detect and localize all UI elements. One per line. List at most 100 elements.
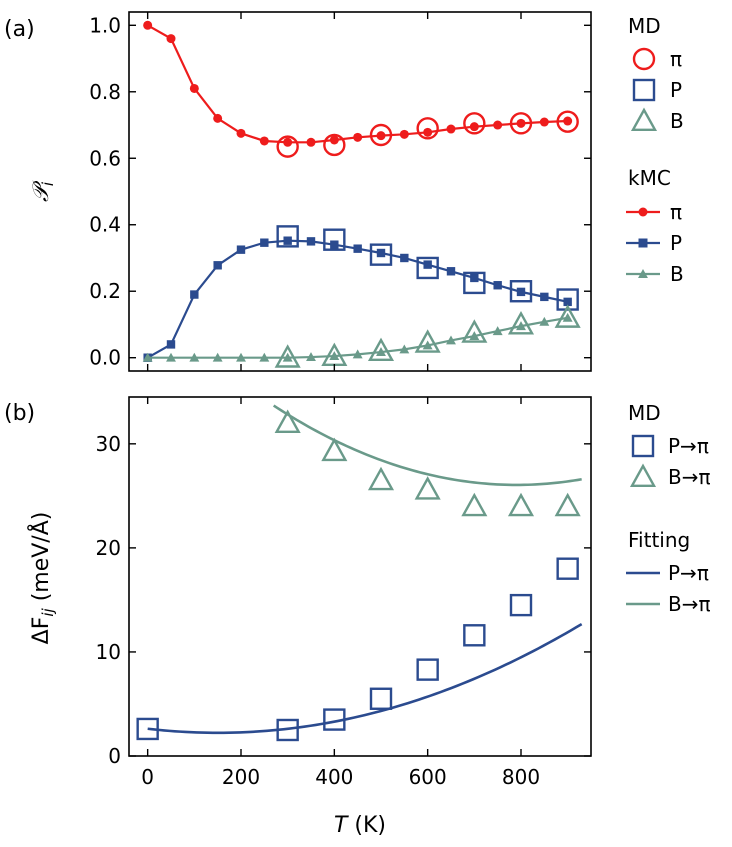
panel-a-y-label-sub: i [39, 181, 57, 186]
panel-b-legend-md-label: B→π [668, 465, 711, 489]
panel-a-kmc-point-π [493, 120, 503, 130]
panel-a-kmc-point-π [166, 34, 176, 44]
panel-a-kmc-point-π [213, 113, 223, 123]
panel-a-legend-md-marker [632, 78, 656, 102]
panel-b-md-point-B→π [321, 437, 348, 462]
panel-a-kmc-point-π [376, 131, 386, 141]
panel-b-xtick-label: 200 [222, 765, 260, 789]
panel-a-kmc-point-B [469, 331, 480, 341]
panel-a-legend-title-md: MD [628, 14, 661, 38]
panel-b-md-point-B→π [461, 492, 488, 517]
panel-a-kmc-point-P [376, 248, 386, 258]
panel-a-legend-md-label: P [670, 78, 682, 102]
x-label-unit: (K) [347, 813, 386, 838]
panel-a-kmc-point-P [330, 240, 339, 249]
panel-a-kmc-point-B [212, 352, 223, 362]
panel-a-md-point-π [276, 135, 299, 158]
panel-b-md-point-B→π [274, 409, 301, 434]
panel-a-ytick-label: 1.0 [89, 13, 121, 37]
panel-a-axes-frame [128, 11, 592, 372]
panel-a-md-point-B [274, 344, 301, 368]
panel-a-kmc-point-π [399, 129, 409, 139]
panel-a-kmc-line-π [147, 24, 568, 144]
panel-a-kmc-point-B [422, 340, 433, 350]
panel-a-kmc-point-P [493, 281, 502, 290]
panel-a-kmc-point-P [236, 245, 246, 254]
panel-a-y-axis-label: 𝒫i [29, 180, 57, 202]
panel-a-md-point-π [509, 112, 533, 135]
panel-b-legend: MD P→π B→π Fitting P→π B→π [626, 401, 711, 616]
panel-b-label: (b) [4, 401, 35, 426]
x-axis-label: T (K) [334, 813, 386, 838]
panel-a-kmc-point-π [539, 117, 549, 127]
panel-b-md-point-B→π [554, 492, 581, 517]
panel-b-md-point-P→π [509, 593, 533, 617]
panel-a-kmc-point-P [516, 287, 526, 297]
panel-b-xtick-label: 600 [409, 765, 447, 789]
panel-a-kmc-point-P [353, 244, 362, 253]
panel-a-md-point-π [556, 110, 579, 133]
panel-a-md-point-B [507, 310, 535, 335]
panel-a-kmc-point-P [190, 290, 199, 299]
panel-a-kmc-point-P [283, 236, 292, 245]
panel-a-kmc-point-P [260, 238, 269, 247]
panel-a-kmc-point-B [446, 335, 456, 345]
panel-b-xtick-label: 0 [141, 765, 154, 789]
panel-a-kmc-point-P [306, 237, 316, 246]
panel-a-kmc-point-π [329, 135, 339, 145]
panel-a-legend-kmc-label: P [670, 231, 682, 255]
panel-a-kmc-point-π [189, 83, 199, 93]
panel-a-md-point-B [367, 337, 395, 362]
panel-a-md-point-P [463, 271, 486, 295]
panel-a-md-point-π [463, 112, 486, 135]
panel-b-md-point-P→π [556, 557, 579, 580]
panel-a-label: (a) [4, 17, 35, 42]
panel-a-kmc-point-B [539, 316, 550, 326]
panel-a-kmc-point-B [259, 352, 270, 362]
panel-a-kmc-point-B [329, 351, 340, 361]
panel-a-kmc-point-π [306, 137, 316, 147]
panel-a-kmc-point-P [213, 261, 222, 270]
panel-a-md-point-P [509, 280, 533, 303]
panel-a-kmc-point-B [399, 344, 410, 354]
panel-a-legend-md-label: π [670, 47, 682, 71]
panel-a-legend-md-marker [630, 107, 658, 132]
panel-a-kmc-point-π [516, 118, 526, 128]
panel-b-legend-md-marker [631, 434, 655, 458]
panel-b: (b) 0 200 400 600 800 0 10 20 30 ΔFij (meV/Å) T … [4, 396, 711, 838]
x-label-main: T [334, 813, 349, 838]
panel-a-ytick-label: 0.8 [89, 80, 121, 104]
panel-a-md-point-B [414, 329, 441, 353]
panel-a-kmc-point-B [562, 312, 573, 322]
panel-b-xtick-label: 400 [315, 765, 353, 789]
panel-b-fit-curve-B→π [272, 404, 582, 487]
panel-b-y-label-unit: (meV/Å) [27, 512, 54, 609]
panel-b-legend-fit-label: B→π [668, 592, 711, 616]
panel-a-legend-md-label: B [670, 109, 684, 133]
panel-b-ytick-label: 20 [96, 536, 121, 560]
panel-a-kmc-point-B [282, 352, 293, 362]
panel-b-md-point-P→π [276, 718, 299, 742]
panel-a-kmc-point-B [492, 326, 503, 336]
panel-a-ytick-label: 0.0 [89, 346, 121, 370]
panel-a-kmc-point-π [283, 137, 293, 147]
panel-a-kmc-point-B [306, 352, 316, 361]
panel-b-y-label-main: ΔF [29, 617, 54, 645]
panel-a-md-point-B [461, 319, 488, 343]
panel-b-ytick-label: 30 [96, 432, 121, 456]
panel-a-ytick-label: 0.4 [89, 213, 121, 237]
panel-b-fit-curve-P→π [147, 622, 583, 735]
panel-b-legend-title-md: MD [628, 401, 661, 425]
panel-a-kmc-point-B [189, 352, 200, 362]
panel-a-kmc-point-π [143, 20, 153, 30]
panel-a-kmc-point-π [446, 124, 456, 134]
panel-a-kmc-point-P [166, 340, 176, 349]
panel-a-legend-kmc-marker [638, 238, 648, 248]
panel-b-legend-title-fitting: Fitting [628, 528, 690, 552]
panel-a-kmc-point-π [353, 132, 363, 142]
panel-a-md-point-P [323, 228, 346, 251]
panel-a-kmc-point-B [376, 347, 386, 357]
